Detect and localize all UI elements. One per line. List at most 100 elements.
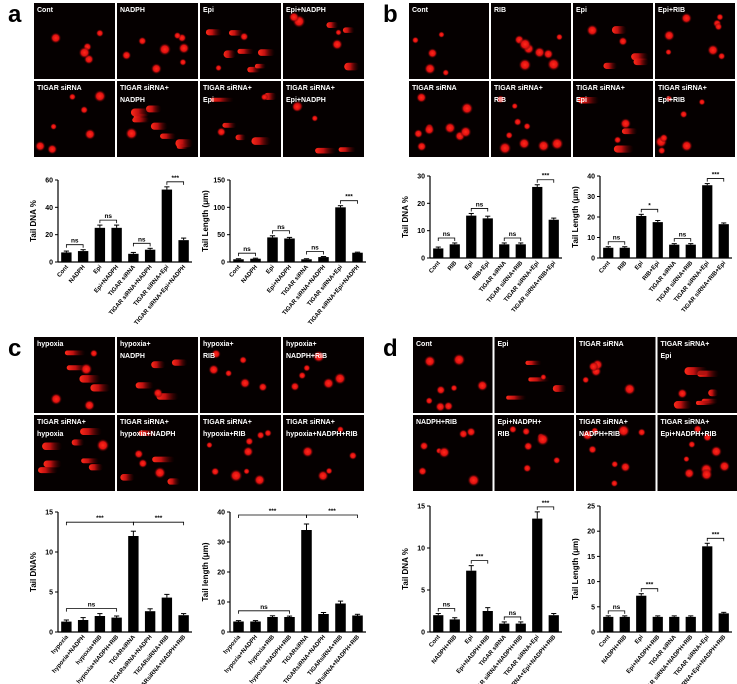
micrograph-bg xyxy=(200,337,281,413)
bar xyxy=(532,186,543,258)
bar xyxy=(433,248,444,258)
nucleus xyxy=(34,140,46,152)
y-axis-title: Tail length (μm) xyxy=(201,542,210,601)
nucleus xyxy=(458,429,468,439)
bar xyxy=(301,530,312,632)
significance-bracket xyxy=(65,521,134,526)
nucleus xyxy=(413,129,423,139)
bar xyxy=(702,185,713,258)
micrograph: TIGAR siRNA xyxy=(34,81,115,157)
y-tick-label: 40 xyxy=(587,174,595,181)
image-label: Epi xyxy=(203,97,214,104)
comet xyxy=(71,439,85,446)
nucleus xyxy=(96,438,110,452)
bar xyxy=(77,620,89,632)
comet xyxy=(237,48,254,54)
comet xyxy=(38,467,58,474)
comet xyxy=(171,359,188,366)
nucleus xyxy=(425,397,433,405)
comet xyxy=(145,105,162,113)
nucleus xyxy=(611,460,619,468)
y-tick-label: 50 xyxy=(217,232,225,239)
comet xyxy=(43,460,62,468)
y-axis-title: Tail DNA % xyxy=(401,548,410,590)
bar xyxy=(284,617,295,632)
significance-bracket xyxy=(238,252,256,257)
comet xyxy=(251,137,271,145)
micrograph-bg xyxy=(576,337,656,413)
nucleus xyxy=(424,62,436,75)
y-tick-label: 0 xyxy=(591,256,595,263)
image-label: Epi xyxy=(576,7,587,14)
x-tick-label: Epi xyxy=(634,634,645,645)
nucleus xyxy=(435,401,446,412)
bar xyxy=(111,227,122,262)
micrograph: Epi+NADPH+ RIB xyxy=(494,415,574,491)
significance-bracket xyxy=(503,237,522,241)
comet xyxy=(528,377,550,382)
nucleus xyxy=(680,140,693,152)
y-tick-label: 5 xyxy=(49,590,53,597)
nucleus xyxy=(496,95,505,104)
nucleus xyxy=(216,127,226,137)
comet xyxy=(135,382,154,389)
y-tick-label: 0 xyxy=(591,630,595,637)
nucleus xyxy=(523,122,531,131)
significance-label: ns xyxy=(613,604,621,611)
y-tick-label: 20 xyxy=(45,232,53,239)
nucleus xyxy=(717,52,726,61)
significance-label: *** xyxy=(542,500,550,507)
nucleus xyxy=(80,363,93,376)
nucleus xyxy=(239,377,251,389)
nucleus xyxy=(533,46,546,59)
nucleus xyxy=(291,101,303,112)
significance-bracket xyxy=(640,208,659,213)
micrograph-bg xyxy=(413,337,493,413)
y-tick-label: 10 xyxy=(587,235,595,242)
nucleus xyxy=(688,440,696,449)
bar xyxy=(178,615,189,632)
nucleus xyxy=(444,122,456,134)
bar xyxy=(718,613,729,632)
nucleus xyxy=(581,429,594,441)
comet xyxy=(613,145,634,153)
comet xyxy=(228,30,244,36)
nucleus xyxy=(173,31,182,40)
significance-label: ns xyxy=(509,610,517,617)
nucleus xyxy=(518,37,532,51)
nucleus xyxy=(153,388,163,398)
x-tick-label: NADPH xyxy=(68,264,86,284)
image-label: Cont xyxy=(37,7,54,14)
micrograph-bg xyxy=(283,81,364,157)
nucleus xyxy=(438,31,445,38)
nucleus xyxy=(683,467,695,479)
y-tick-label: 0 xyxy=(49,630,53,637)
y-axis-title: Tail DNA % xyxy=(29,200,38,242)
bar xyxy=(449,619,460,632)
y-tick-label: 40 xyxy=(45,205,53,212)
nucleus xyxy=(50,32,62,44)
nucleus xyxy=(50,123,58,131)
nucleus xyxy=(637,428,646,437)
comet xyxy=(223,50,236,59)
image-label: TIGAR siRNA xyxy=(37,85,82,92)
bar xyxy=(685,244,696,258)
bar xyxy=(669,616,680,632)
significance-label: *** xyxy=(712,531,720,538)
micrograph-bg xyxy=(573,81,653,157)
significance-label: ns xyxy=(509,231,517,238)
comet xyxy=(525,360,542,365)
nucleus xyxy=(84,128,96,140)
bar xyxy=(466,570,477,632)
bar xyxy=(603,247,614,258)
image-label: TIGAR siRNA+ xyxy=(120,85,169,92)
micrograph-bg xyxy=(34,337,115,413)
bar xyxy=(685,616,696,632)
comet xyxy=(222,122,237,128)
comet xyxy=(151,361,166,369)
nucleus xyxy=(518,137,531,150)
nucleus xyxy=(683,455,690,463)
nucleus xyxy=(138,36,147,46)
y-tick-label: 20 xyxy=(217,570,225,577)
